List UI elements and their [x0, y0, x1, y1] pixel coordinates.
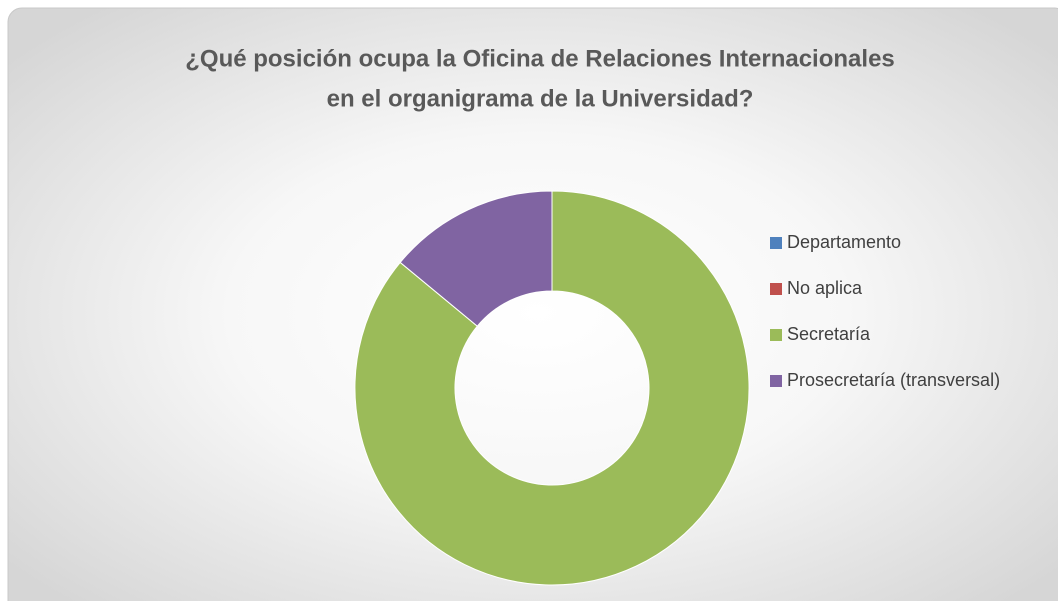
- donut-segment: [354, 190, 750, 586]
- donut-segment: [399, 190, 553, 327]
- title-line: ¿Qué posición ocupa la Oficina de Relaci…: [185, 45, 895, 72]
- plot: [354, 190, 750, 586]
- legend-label: Departamento: [787, 232, 901, 252]
- legend-swatch: [770, 329, 782, 341]
- legend-swatch: [770, 375, 782, 387]
- legend-swatch: [770, 237, 782, 249]
- legend-label: Prosecretaría (transversal): [787, 370, 1000, 390]
- chart-title: ¿Qué posición ocupa la Oficina de Relaci…: [185, 45, 895, 112]
- chart-area: [7, 7, 1058, 606]
- legend-swatch: [770, 283, 782, 295]
- legend-label: Secretaría: [787, 324, 871, 344]
- title-line: en el organigrama de la Universidad?: [327, 85, 754, 112]
- legend-label: No aplica: [787, 278, 863, 298]
- legend: Departamento No aplica Secretaría Prosecret…: [770, 232, 1000, 390]
